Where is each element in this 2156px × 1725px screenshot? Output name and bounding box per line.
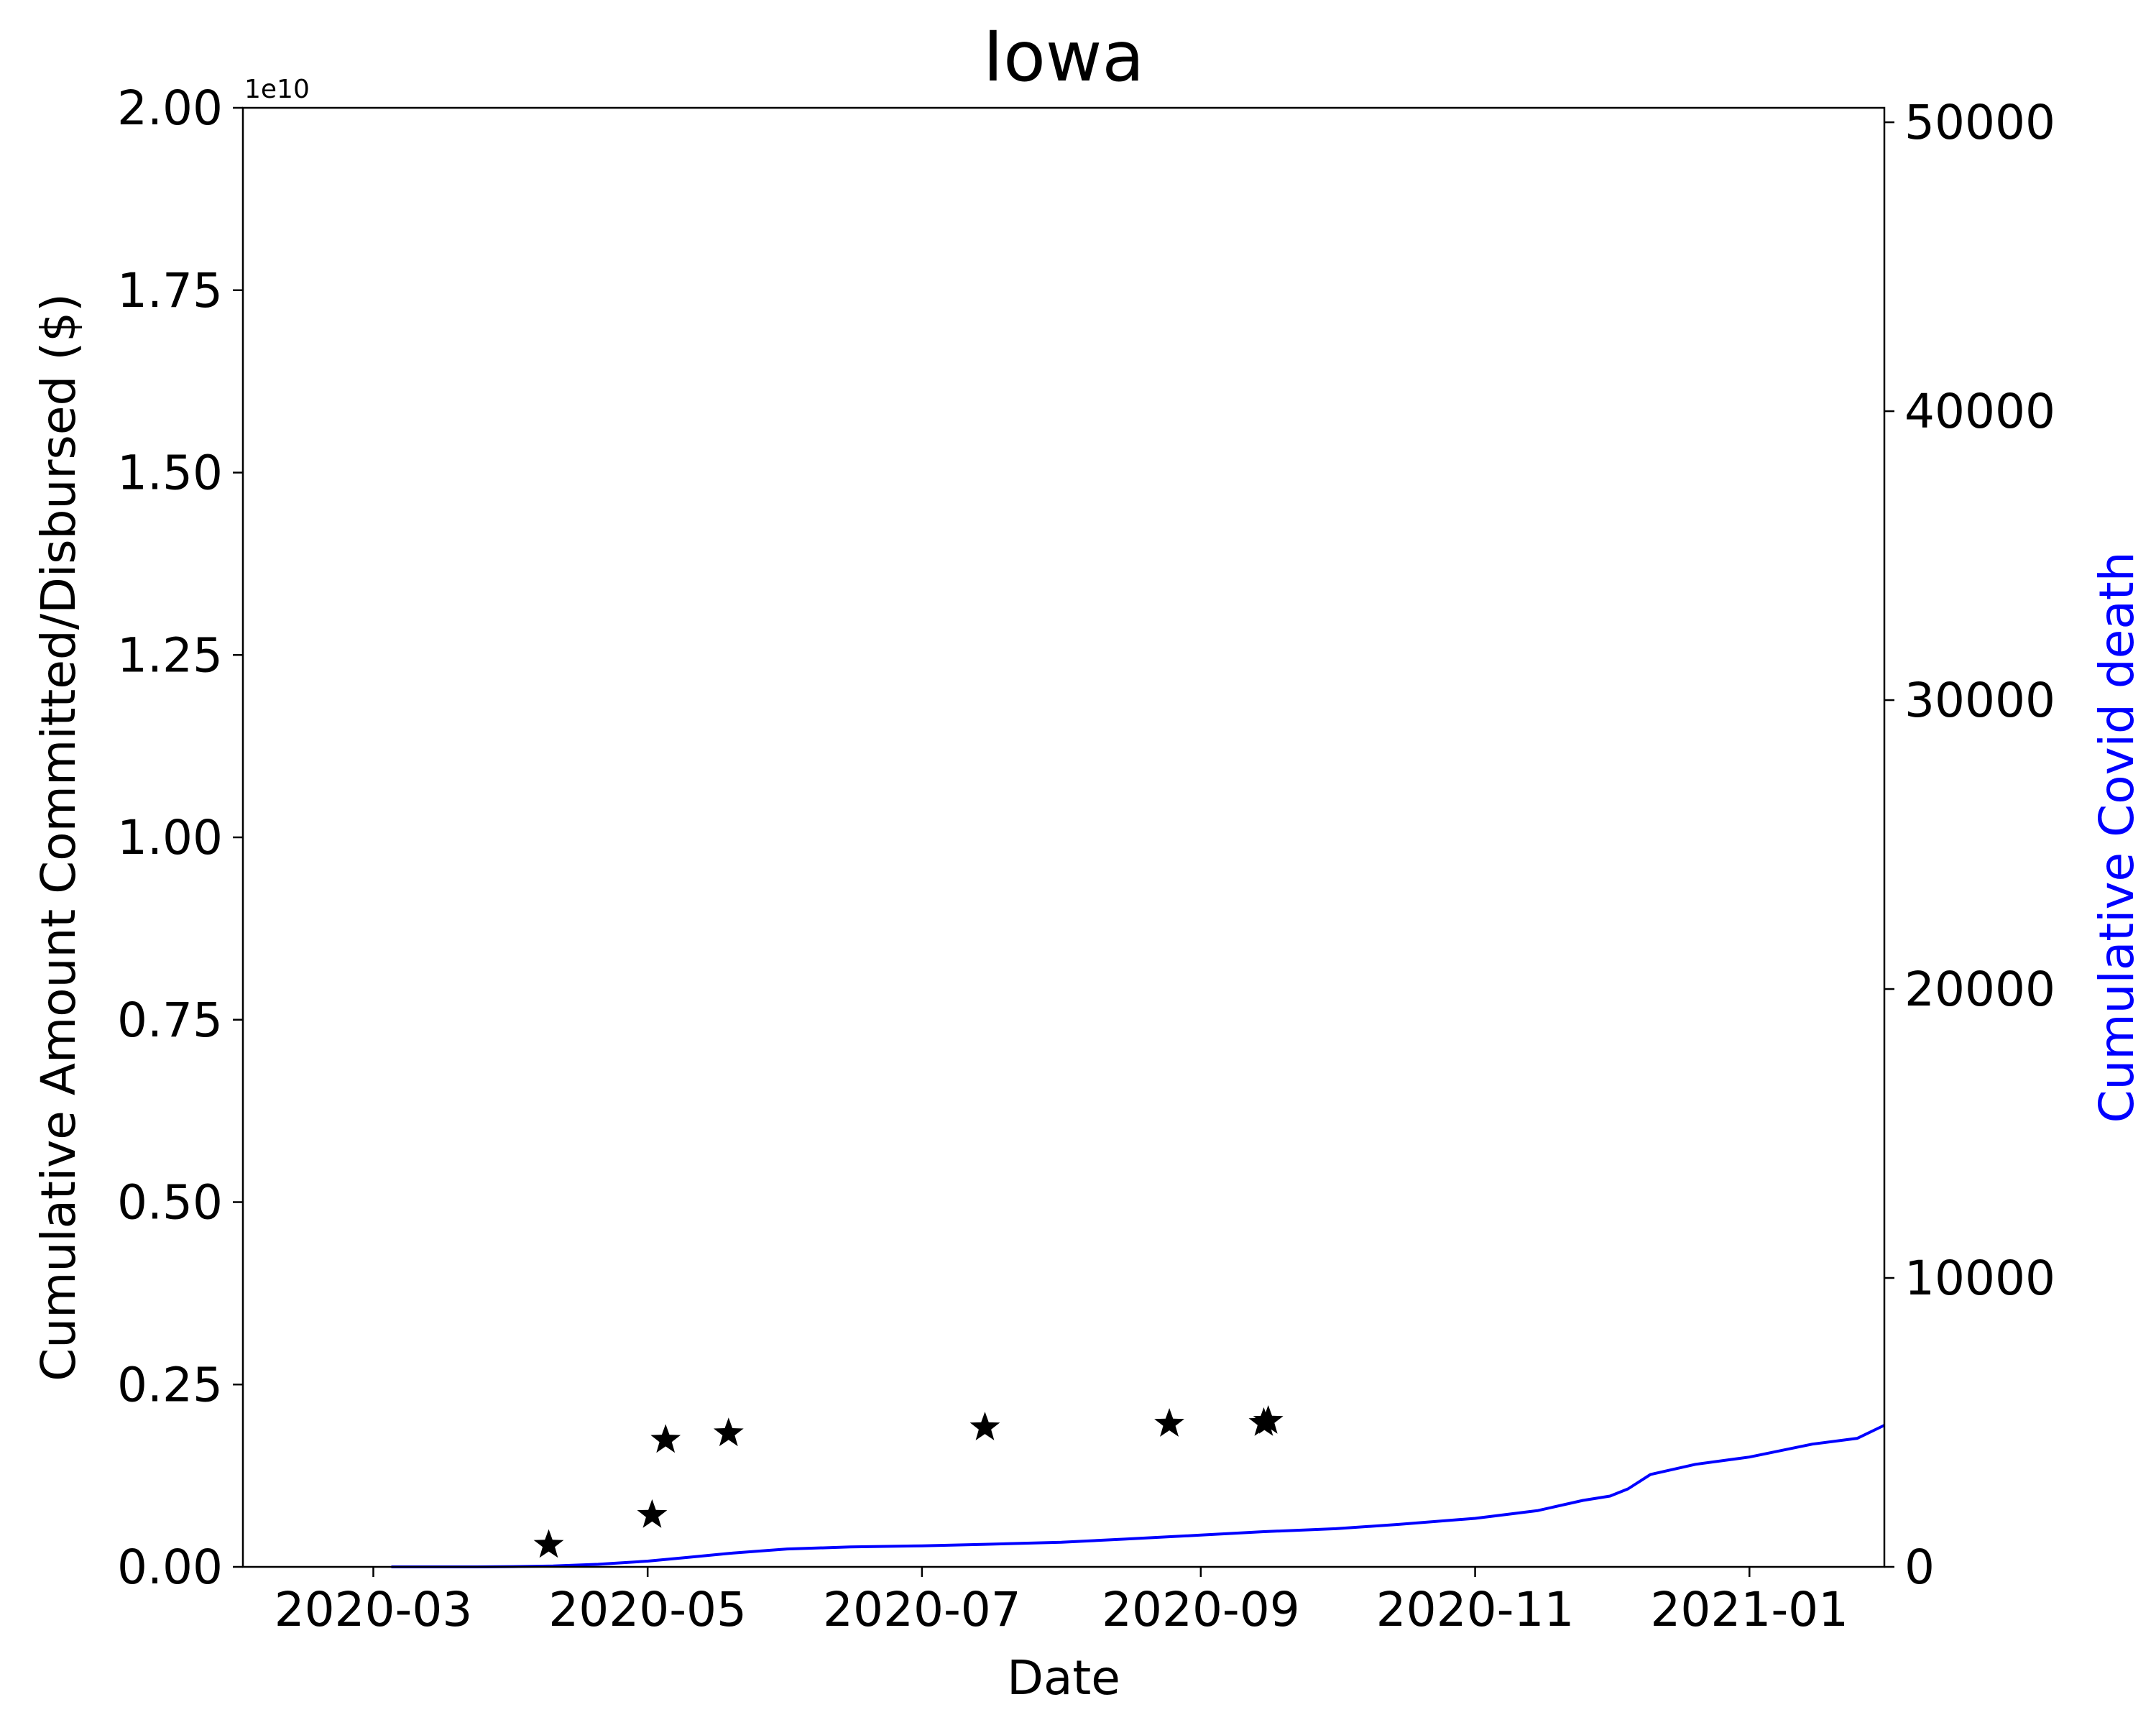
x-axis: 2020-03 2020-05 2020-07 2020-09 2020-11 2021-… [275, 1567, 1848, 1637]
y-axis-left: 0.00 0.25 0.50 0.75 1.00 1.25 1.50 1.75 2.00 [117, 80, 243, 1595]
plot-series [391, 1405, 1885, 1568]
plot-area [243, 108, 1884, 1567]
x-tick-label: 2020-09 [1102, 1582, 1300, 1637]
amount-star-marker [1253, 1405, 1284, 1434]
y-right-tick-label: 50000 [1904, 95, 2055, 150]
x-tick-label: 2020-07 [823, 1582, 1021, 1637]
y-left-tick-label: 0.50 [117, 1175, 223, 1230]
x-tick-label: 2020-03 [275, 1582, 473, 1637]
y-right-tick-label: 10000 [1904, 1251, 2055, 1306]
x-axis-label: Date [1007, 1650, 1120, 1706]
x-tick-label: 2020-11 [1376, 1582, 1575, 1637]
y-right-tick-label: 20000 [1904, 962, 2055, 1017]
y-axis-left-label: Cumulative Amount Committed/Disbursed ($… [31, 293, 86, 1381]
amount-star-marker [969, 1412, 1000, 1440]
x-tick-label: 2021-01 [1650, 1582, 1848, 1637]
y-left-tick-label: 0.75 [117, 993, 223, 1048]
x-tick-label: 2020-05 [548, 1582, 747, 1637]
y-left-tick-label: 1.75 [117, 263, 223, 318]
y-left-tick-label: 0.00 [117, 1540, 223, 1595]
deaths-line [391, 1424, 1885, 1568]
amount-star-marker [533, 1529, 564, 1558]
chart-title: Iowa [983, 17, 1144, 97]
y-left-tick-label: 1.00 [117, 810, 223, 865]
y-right-tick-label: 40000 [1904, 384, 2055, 439]
y-left-tick-label: 1.50 [117, 446, 223, 501]
y-axis-right-label: Cumulative Covid death [2089, 551, 2145, 1123]
amount-star-marker [637, 1499, 668, 1528]
amount-star-marker [650, 1424, 681, 1453]
amount-star-marker [1154, 1408, 1184, 1437]
y-axis-right: 0 10000 20000 30000 40000 50000 [1884, 95, 2055, 1595]
y-right-tick-label: 0 [1904, 1540, 1935, 1595]
y-left-tick-label: 2.00 [117, 80, 223, 136]
amount-star-marker [713, 1417, 744, 1447]
y-left-tick-label: 0.25 [117, 1357, 223, 1412]
y-right-tick-label: 30000 [1904, 673, 2055, 728]
y-left-tick-label: 1.25 [117, 627, 223, 683]
y-axis-left-offset: 1e10 [244, 75, 310, 104]
